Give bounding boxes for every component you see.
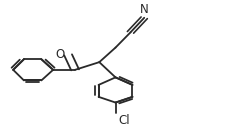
Text: N: N — [139, 3, 148, 16]
Text: Cl: Cl — [118, 114, 130, 127]
Text: O: O — [55, 48, 64, 61]
